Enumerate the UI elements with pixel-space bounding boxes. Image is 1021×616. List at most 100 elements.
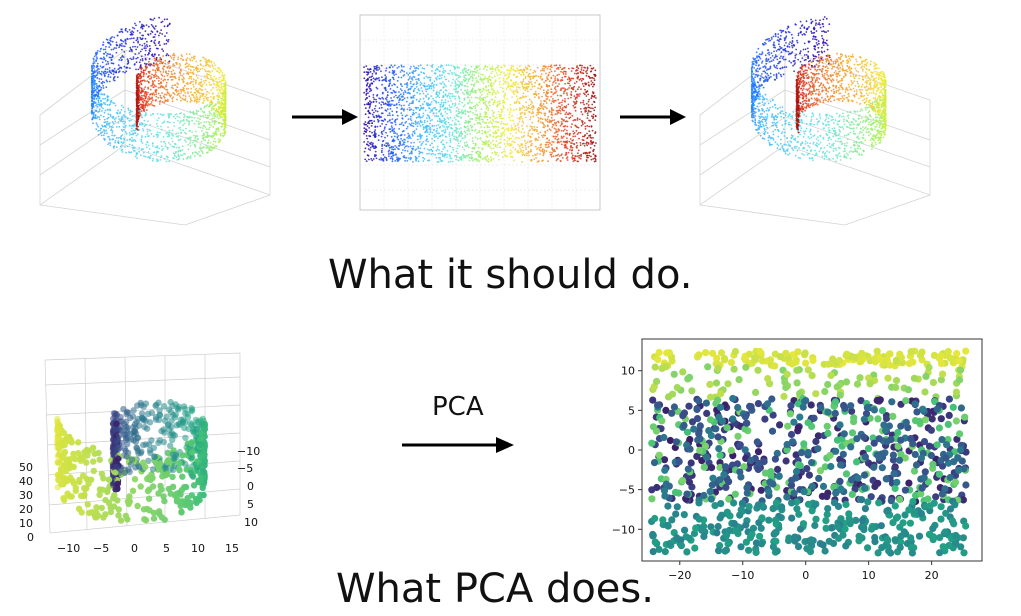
- sheet-point: [380, 64, 383, 67]
- roll-point: [159, 44, 161, 47]
- roll-point: [205, 147, 208, 149]
- sheet-point: [370, 89, 373, 92]
- roll-point: [204, 126, 207, 128]
- roll-point: [217, 138, 220, 141]
- sheet-point: [417, 67, 420, 70]
- sheet-point: [380, 131, 383, 134]
- sheet-point: [417, 147, 420, 150]
- sheet-point: [531, 121, 534, 124]
- roll-point: [189, 75, 191, 78]
- sheet-point: [527, 134, 530, 137]
- roll-point: [109, 109, 111, 112]
- sheet-point: [401, 144, 403, 147]
- sheet-point: [587, 143, 590, 145]
- sheet-point: [579, 71, 582, 73]
- roll-point: [148, 103, 151, 106]
- sheet-point: [379, 125, 382, 127]
- sheet-point: [402, 65, 405, 68]
- sheet-point: [544, 130, 546, 133]
- sheet-point: [388, 105, 390, 107]
- sheet-point: [408, 106, 411, 109]
- roll-point: [213, 121, 216, 124]
- sheet-point: [550, 91, 552, 93]
- roll-point: [104, 51, 107, 54]
- roll-point: [106, 120, 109, 123]
- sheet-point: [572, 160, 575, 163]
- roll-point: [186, 65, 189, 68]
- sheet-point: [492, 115, 494, 118]
- sheet-point: [442, 129, 445, 132]
- sheet-point: [374, 150, 377, 153]
- sheet-point: [521, 128, 524, 130]
- roll-point: [190, 77, 193, 80]
- sheet-point: [389, 104, 392, 107]
- roll-point: [130, 49, 133, 51]
- sheet-point: [557, 153, 560, 156]
- roll-point: [214, 104, 217, 107]
- sheet-point: [451, 133, 454, 136]
- roll-point: [145, 100, 148, 103]
- roll-point: [115, 137, 118, 139]
- roll-point: [102, 87, 105, 89]
- roll-point: [166, 74, 169, 77]
- roll-point: [189, 157, 192, 159]
- sheet-point: [393, 64, 396, 67]
- roll-point: [108, 138, 111, 140]
- roll-point: [221, 134, 224, 137]
- sheet-point: [457, 110, 460, 112]
- sheet-point: [372, 100, 375, 103]
- sheet-point: [537, 87, 539, 89]
- sheet-point: [530, 159, 533, 162]
- roll-point: [184, 66, 187, 69]
- roll-point: [193, 100, 196, 103]
- sheet-point: [444, 128, 447, 131]
- roll-point: [93, 81, 95, 84]
- roll-point: [192, 80, 195, 83]
- sheet-point: [592, 153, 595, 156]
- sheet-point: [408, 137, 410, 139]
- sheet-point: [581, 113, 584, 116]
- roll-point: [202, 56, 205, 59]
- roll-point: [209, 96, 212, 98]
- roll-point: [145, 73, 148, 75]
- roll-point: [209, 146, 211, 149]
- sheet-point: [492, 135, 495, 138]
- roll-point: [136, 56, 139, 59]
- roll-point: [208, 123, 211, 126]
- roll-point: [214, 83, 216, 86]
- sheet-point: [481, 78, 483, 81]
- roll-point: [177, 90, 180, 92]
- sheet-point: [367, 144, 370, 147]
- roll-point: [94, 94, 97, 97]
- roll-point: [125, 67, 128, 69]
- sheet-point: [516, 91, 519, 94]
- roll-point: [107, 73, 110, 76]
- sheet-point: [455, 150, 458, 153]
- roll-point: [171, 145, 174, 148]
- sheet-point: [493, 101, 496, 104]
- roll-point: [185, 140, 187, 143]
- roll-point: [218, 76, 221, 79]
- sheet-point: [527, 145, 530, 148]
- sheet-point: [500, 117, 503, 120]
- sheet-point: [559, 105, 562, 108]
- sheet-point: [522, 73, 525, 76]
- roll-point: [185, 137, 188, 139]
- roll-point: [154, 39, 157, 42]
- sheet-point: [371, 143, 374, 146]
- roll-point: [117, 122, 120, 124]
- sheet-point: [430, 153, 433, 156]
- sheet-point: [483, 157, 485, 160]
- sheet-point: [531, 127, 533, 130]
- roll-point: [142, 75, 145, 78]
- sheet-point: [410, 115, 412, 118]
- roll-point: [107, 108, 109, 111]
- sheet-point: [391, 84, 393, 87]
- roll-point: [99, 65, 102, 67]
- sheet-point: [506, 136, 509, 139]
- sheet-point: [469, 70, 472, 72]
- sheet-point: [511, 151, 513, 154]
- sheet-point: [427, 148, 429, 151]
- roll-point: [96, 124, 99, 126]
- roll-point: [124, 38, 127, 41]
